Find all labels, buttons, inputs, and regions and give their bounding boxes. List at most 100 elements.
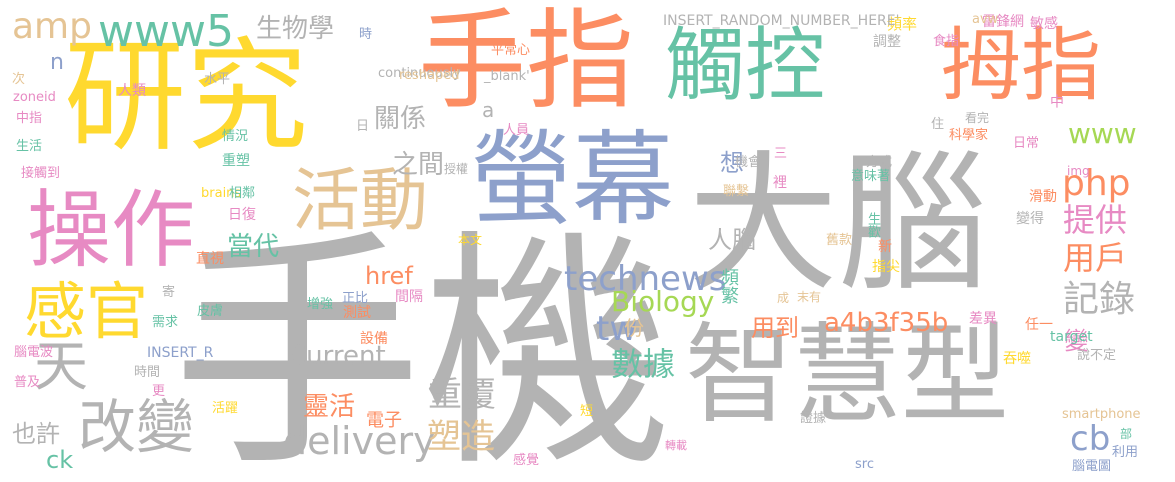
- word-cjk-41: 份: [624, 316, 644, 340]
- word-src: src: [855, 457, 874, 472]
- word-continuously: continuously: [378, 66, 461, 81]
- word-cjk-36: 數據: [611, 345, 676, 383]
- word-cjk-80: 滑動: [1029, 189, 1057, 205]
- word-cjk-119: 轉載: [665, 439, 687, 452]
- word-cjk-4: 手指: [418, 0, 635, 124]
- word-cjk-60: 水平: [204, 72, 231, 87]
- word-cjk-113: 更: [152, 384, 166, 399]
- word-cjk-42: 變: [1060, 328, 1088, 352]
- word-cjk-51: 敏感: [1030, 16, 1058, 32]
- word-cjk-6: 拇指: [941, 19, 1101, 112]
- word-cjk-91: 舊款: [826, 233, 853, 248]
- word-cjk-120: 利用: [1112, 445, 1139, 460]
- word-cjk-35: 記錄: [1063, 279, 1136, 320]
- word-cjk-90: 生歡: [865, 212, 880, 238]
- word-cjk-8: 操作: [27, 181, 196, 279]
- word-a4b3f35b: a4b3f35b: [824, 308, 949, 338]
- word-target: target: [1050, 329, 1093, 345]
- word-www5: www5: [98, 6, 234, 57]
- word-cjk-117: 證據: [800, 411, 827, 426]
- word-cjk-72: 中: [1048, 94, 1064, 108]
- word-cjk-52: 時: [359, 27, 373, 42]
- word-cjk-95: 增強: [307, 297, 334, 312]
- word-cjk-102: 需求: [152, 315, 179, 330]
- word-cjk-97: 間隔: [395, 289, 423, 305]
- word-cjk-71: 日常: [1013, 136, 1040, 151]
- word-n: n: [50, 50, 64, 75]
- word-cjk-82: 意味著: [851, 169, 891, 184]
- word-cjk-47: 雷鋒網: [982, 14, 1024, 30]
- word-avw: avw: [972, 12, 999, 27]
- word-cjk-32: 想: [720, 149, 744, 177]
- word-cjk-31: 人腦: [708, 226, 756, 254]
- word-cjk-76: 三: [771, 146, 786, 159]
- word-cjk-48: 頻率: [887, 15, 918, 33]
- word-cjk-7: 螢幕: [470, 121, 674, 240]
- word-cjk-68: 住: [931, 117, 945, 132]
- word-cjk-106: 腦電波: [14, 345, 54, 360]
- word-brains: brains: [201, 186, 242, 201]
- word-cjk-75: 授權: [444, 162, 469, 176]
- word-zoneid: zoneid: [13, 90, 56, 105]
- word-cjk-89: 本文: [458, 233, 483, 247]
- word-cjk-70: 科學家: [949, 128, 989, 143]
- word-cjk-74: 重塑: [222, 153, 250, 169]
- word-cjk-81: 裡: [773, 175, 787, 191]
- word-cjk-3: 研究: [64, 26, 308, 168]
- word-cjk-66: 日: [356, 119, 370, 134]
- word-cjk-54: 調整: [873, 34, 901, 50]
- word-tw: tw: [596, 309, 638, 349]
- word-cjk-123: 腦電圖: [1072, 459, 1112, 474]
- word-cjk-86: 相鄰: [229, 186, 256, 201]
- word-insert-r: INSERT_R: [147, 345, 214, 361]
- word-cjk-114: 活躍: [212, 401, 239, 416]
- word-biology: Biology: [611, 285, 715, 318]
- word-cjk-9: 活動: [292, 162, 429, 241]
- word-cjk-99: 末有: [797, 290, 822, 304]
- word-cjk-121: 感覺: [513, 453, 540, 468]
- word-cjk-87: 日復: [228, 207, 256, 223]
- word-smartphone: smartphone: [1062, 407, 1141, 422]
- word-php: php: [1062, 163, 1131, 204]
- word-technews: technews: [564, 259, 727, 299]
- word-insert-random-number-here: INSERT_RANDOM_NUMBER_HERE': [663, 13, 900, 29]
- word-cjk-12: 天: [34, 335, 88, 398]
- word-cb: cb: [1070, 419, 1111, 459]
- word-cjk-38: 塑造: [427, 417, 495, 457]
- word-cjk-115: 短: [580, 404, 594, 419]
- word-reshaped: reshaped: [399, 68, 460, 83]
- word-ck: ck: [46, 446, 74, 474]
- word-cjk-15: 生物學: [256, 14, 335, 44]
- word-cjk-44: 電子: [366, 410, 402, 431]
- word-cjk-40: 用到: [751, 314, 799, 342]
- word-delivery: delivery: [283, 419, 436, 463]
- word-cjk-30: 當代: [227, 232, 280, 262]
- word-cjk-0: 手機: [172, 209, 672, 482]
- word-blank: _blank': [484, 69, 530, 84]
- word-cjk-67: 人員: [503, 123, 530, 138]
- word-cjk-33: 提供: [1063, 201, 1128, 239]
- word-cjk-92: 新: [878, 239, 892, 255]
- word-cjk-96: 正比: [342, 291, 369, 306]
- word-cjk-65: 接觸到: [21, 166, 61, 181]
- word-cjk-55: 食指: [933, 34, 960, 49]
- word-cjk-83: 變得: [1016, 211, 1044, 227]
- word-www: www: [1068, 117, 1137, 150]
- word-cjk-59: 次: [12, 72, 26, 87]
- word-cjk-108: 設備: [360, 331, 388, 347]
- word-cjk-69: 看完: [965, 111, 990, 125]
- word-amp: amp: [12, 6, 92, 47]
- word-cjk-63: 中指: [16, 111, 43, 126]
- word-cjk-111: 普及: [14, 375, 41, 390]
- word-cjk-110: 說不定: [1077, 348, 1117, 363]
- word-cjk-61: 人類: [118, 83, 146, 99]
- word-cjk-98: 成: [777, 291, 790, 305]
- word-img: img: [1067, 164, 1090, 178]
- word-cjk-73: 情況: [222, 129, 249, 144]
- word-current: Current: [288, 341, 386, 371]
- word-cjk-103: 差異: [969, 311, 997, 327]
- word-href: href: [365, 262, 413, 290]
- word-cjk-104: 任一: [1025, 317, 1053, 333]
- word-cjk-46: 頻繁: [718, 268, 739, 304]
